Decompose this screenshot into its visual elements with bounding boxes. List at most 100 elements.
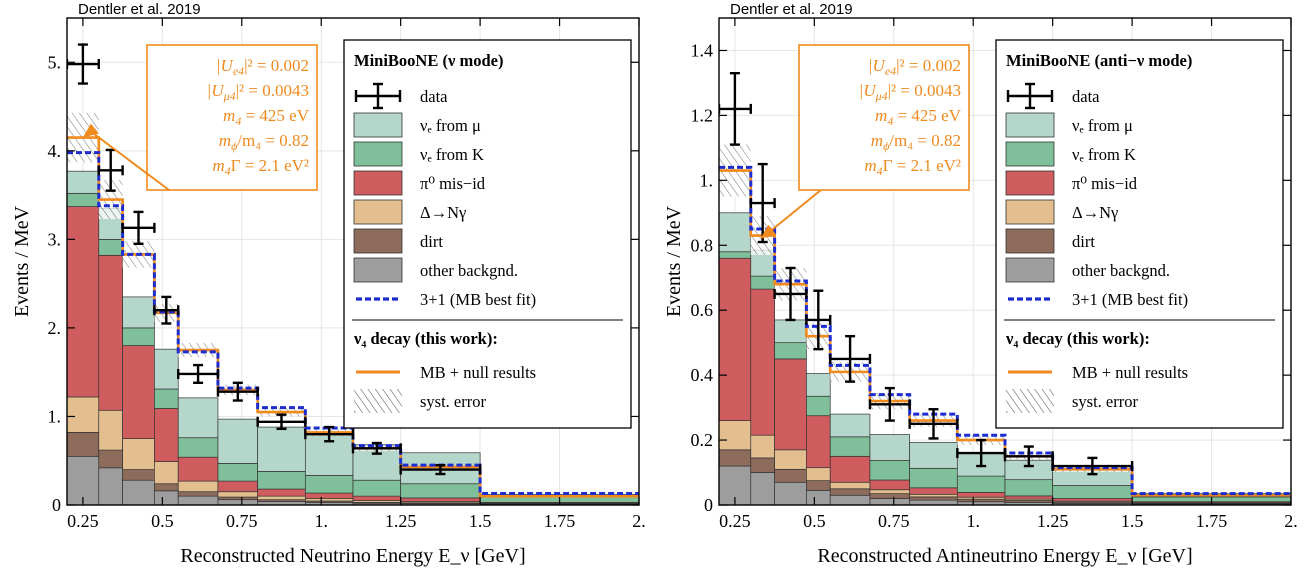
x-tick-label: 0.25 <box>67 511 99 531</box>
bar-delta <box>304 498 354 502</box>
bar-dirt <box>217 496 259 501</box>
bar-nue-k <box>869 460 911 481</box>
param-box <box>146 44 318 191</box>
legend-title: MiniBooNE (anti−ν mode) <box>1006 51 1192 70</box>
data-point <box>304 425 355 443</box>
bar-other <box>829 494 871 505</box>
data-point <box>67 43 100 85</box>
bar-pi0 <box>909 487 958 495</box>
legend-item--n-: Δ→Nγ <box>1005 199 1118 225</box>
data-point <box>121 210 156 245</box>
y-tick-label: 0 <box>704 495 713 515</box>
bar-delta <box>869 489 911 494</box>
param-line: |Uμ4|² = 0.0043 <box>207 81 309 103</box>
bar-pi0 <box>352 495 402 501</box>
bar-nue-mu <box>257 426 306 472</box>
param-line: m4Γ = 2.1 eV² <box>212 156 309 178</box>
bar-dirt <box>806 480 831 491</box>
data-point <box>351 441 402 455</box>
bar-dirt <box>98 449 123 469</box>
bar-delta <box>750 434 775 459</box>
y-tick-label: 1.2 <box>691 105 714 125</box>
y-tick-label: 3. <box>48 229 62 249</box>
param-line: |Uμ4|² = 0.0043 <box>859 81 961 103</box>
bar-nue-k <box>829 436 871 457</box>
data-point <box>805 289 832 351</box>
legend-label: νₑ from K <box>1072 145 1136 164</box>
y-tick-label: 1.4 <box>691 40 714 60</box>
y-tick-label: 4. <box>48 141 62 161</box>
bar-nue-mu <box>829 413 871 438</box>
param-line: mϕ/m₄ = 0.82 <box>219 131 309 153</box>
bar-nue-k <box>909 467 958 489</box>
x-tick-label: 1. <box>314 511 328 531</box>
legend-label: νₑ from K <box>420 145 484 164</box>
bar-dirt <box>909 496 958 501</box>
legend-label: MB + null results <box>1072 363 1188 382</box>
bar-delta <box>774 449 807 470</box>
credit-label: Dentler et al. 2019 <box>78 1 201 18</box>
data-point <box>1051 456 1134 476</box>
bar-delta <box>829 481 871 490</box>
legend-label: Δ→Nγ <box>420 203 466 222</box>
bar-dirt <box>956 498 1006 503</box>
bar-nue-mu <box>177 397 219 439</box>
legend-label: π⁰ mis−id <box>1072 174 1138 193</box>
bar-delta <box>98 409 123 451</box>
bar-dirt <box>122 469 155 481</box>
legend-item-3-1-mb-best-fit-: 3+1 (MB best fit) <box>356 290 536 309</box>
credit-label: Dentler et al. 2019 <box>730 1 853 18</box>
legend-item--from-k: νₑ from K <box>1005 141 1136 167</box>
bar-nue-mu <box>122 296 155 329</box>
bar-dirt <box>869 493 911 499</box>
bar-other <box>869 498 911 505</box>
legend-item--from-k: νₑ from K <box>353 141 484 167</box>
bar-nue-mu <box>869 434 911 461</box>
data-point <box>829 334 872 383</box>
data-point <box>153 295 180 325</box>
bar-other <box>154 490 179 505</box>
legend-label: 3+1 (MB best fit) <box>1072 290 1188 309</box>
bar-nue-k <box>719 251 752 259</box>
x-tick-label: 1. <box>966 511 980 531</box>
bar-pi0 <box>750 288 775 436</box>
param-box <box>798 44 970 191</box>
legend-item--n-: Δ→Nγ <box>353 199 466 225</box>
data-point <box>956 438 1007 468</box>
data-point <box>868 386 911 422</box>
plot-frame <box>718 17 1292 506</box>
bar-other <box>806 490 831 505</box>
bar-pi0 <box>122 345 155 439</box>
bar-other <box>177 495 219 505</box>
bar-other <box>909 499 958 505</box>
bar-other <box>774 481 807 505</box>
param-line: |Ue4|² = 0.002 <box>216 56 309 78</box>
legend-item-other-backgnd-: other backgnd. <box>1005 257 1170 283</box>
data-point <box>1003 445 1054 468</box>
bar-pi0 <box>956 491 1006 498</box>
legend-label: νₑ from μ <box>1072 116 1133 135</box>
x-tick-label: 1.25 <box>1037 511 1069 531</box>
legend-item-syst-error: syst. error <box>1006 389 1138 413</box>
bar-nue-mu <box>154 348 179 390</box>
bar-other <box>750 472 775 505</box>
bar-nue-k <box>774 342 807 360</box>
legend-item-dirt: dirt <box>353 228 443 254</box>
legend-label: other backgnd. <box>1072 261 1170 280</box>
x-tick-label: 1.5 <box>1121 511 1144 531</box>
legend-label: other backgnd. <box>420 261 518 280</box>
y-tick-label: 5. <box>48 52 62 72</box>
bar-dirt <box>774 468 807 483</box>
bar-delta <box>257 495 306 501</box>
bar-delta <box>177 480 219 493</box>
legend-section-title: ν₄ decay (this work): <box>353 329 498 348</box>
x-tick-label: 2. <box>1284 511 1298 531</box>
x-tick-label: 1.75 <box>544 511 576 531</box>
bar-pi0 <box>1004 495 1054 500</box>
bar-pi0 <box>774 358 807 451</box>
y-tick-label: 0.8 <box>691 235 714 255</box>
y-tick-label: 0 <box>52 495 61 515</box>
x-tick-label: 1.5 <box>469 511 492 531</box>
bar-nue-k <box>217 463 259 482</box>
legend-item-data: data <box>1006 82 1100 110</box>
